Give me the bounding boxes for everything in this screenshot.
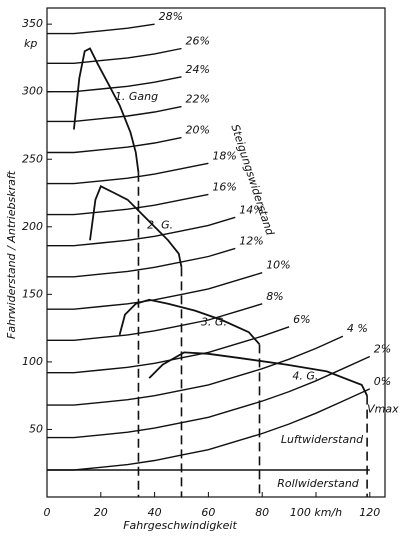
gear-label: 4. G. — [292, 370, 318, 383]
gear-label: 1. Gang — [115, 90, 158, 103]
x-tick-label: 20 — [94, 506, 108, 519]
grade-curve — [47, 76, 182, 93]
grade-label: 26% — [186, 34, 210, 47]
gear-curve — [148, 351, 368, 397]
grade-label: 24% — [186, 63, 210, 76]
y-tick-label: 100 — [22, 355, 43, 368]
grade-curve — [47, 355, 371, 439]
grade-label: 12% — [239, 234, 263, 247]
grade-label: 28% — [159, 10, 183, 23]
grade-curve — [47, 247, 236, 278]
grade-curve — [47, 303, 263, 341]
y-tick-label: 150 — [22, 287, 43, 300]
x-tick-label: 40 — [148, 506, 162, 519]
grade-curve — [47, 136, 182, 154]
vmax-label: Vmax — [367, 403, 399, 416]
y-tick-label: 350 — [22, 17, 43, 30]
gear-label: 2. G. — [147, 218, 173, 231]
gear-curve — [118, 298, 261, 345]
grade-curve — [47, 23, 155, 35]
grade-curve — [47, 105, 182, 123]
grade-label: 8% — [266, 290, 283, 303]
grade-curve — [47, 162, 209, 185]
grade-curve — [47, 193, 209, 216]
grade-curve — [47, 216, 236, 247]
grade-curve — [47, 272, 263, 310]
gear-curve — [73, 47, 140, 173]
grade-label: 18% — [212, 149, 236, 162]
grade-curve — [47, 47, 182, 64]
x-axis-label: Fahrgeschwindigkeit — [123, 519, 237, 532]
grade-curve — [47, 388, 371, 471]
grade-label: 4 % — [347, 322, 368, 335]
y-tick-label: 250 — [22, 152, 43, 165]
roll-annotation: Rollwiderstand — [277, 477, 360, 490]
x-tick-label: 0 — [44, 506, 51, 519]
plot-frame — [46, 7, 386, 498]
grade-label: 10% — [266, 259, 290, 272]
gear-label: 3. G. — [201, 316, 227, 329]
x-tick-label: 100 km/h — [290, 506, 342, 519]
y-axis-label: Fahrwiderstand / Antriebskraft — [5, 170, 18, 339]
grade-label: 22% — [186, 93, 210, 106]
gear-curve — [89, 185, 183, 268]
grade-label: 16% — [212, 180, 236, 193]
grade-label: 14% — [239, 203, 263, 216]
air-annotation: Luftwiderstand — [281, 433, 364, 446]
x-tick-label: 80 — [255, 506, 269, 519]
y-unit: kp — [24, 37, 37, 50]
grade-curve — [47, 326, 290, 374]
grade-curve — [47, 335, 344, 406]
y-tick-label: 300 — [22, 85, 43, 98]
y-tick-label: 200 — [22, 220, 43, 233]
x-tick-label: 60 — [201, 506, 215, 519]
x-tick-label: 120 — [359, 506, 380, 519]
grade-label: 20% — [186, 124, 210, 137]
y-tick-label: 50 — [29, 422, 43, 435]
grade-label: 0% — [374, 375, 391, 388]
grade-label: 2% — [374, 342, 391, 355]
grade-label: 6% — [293, 313, 310, 326]
